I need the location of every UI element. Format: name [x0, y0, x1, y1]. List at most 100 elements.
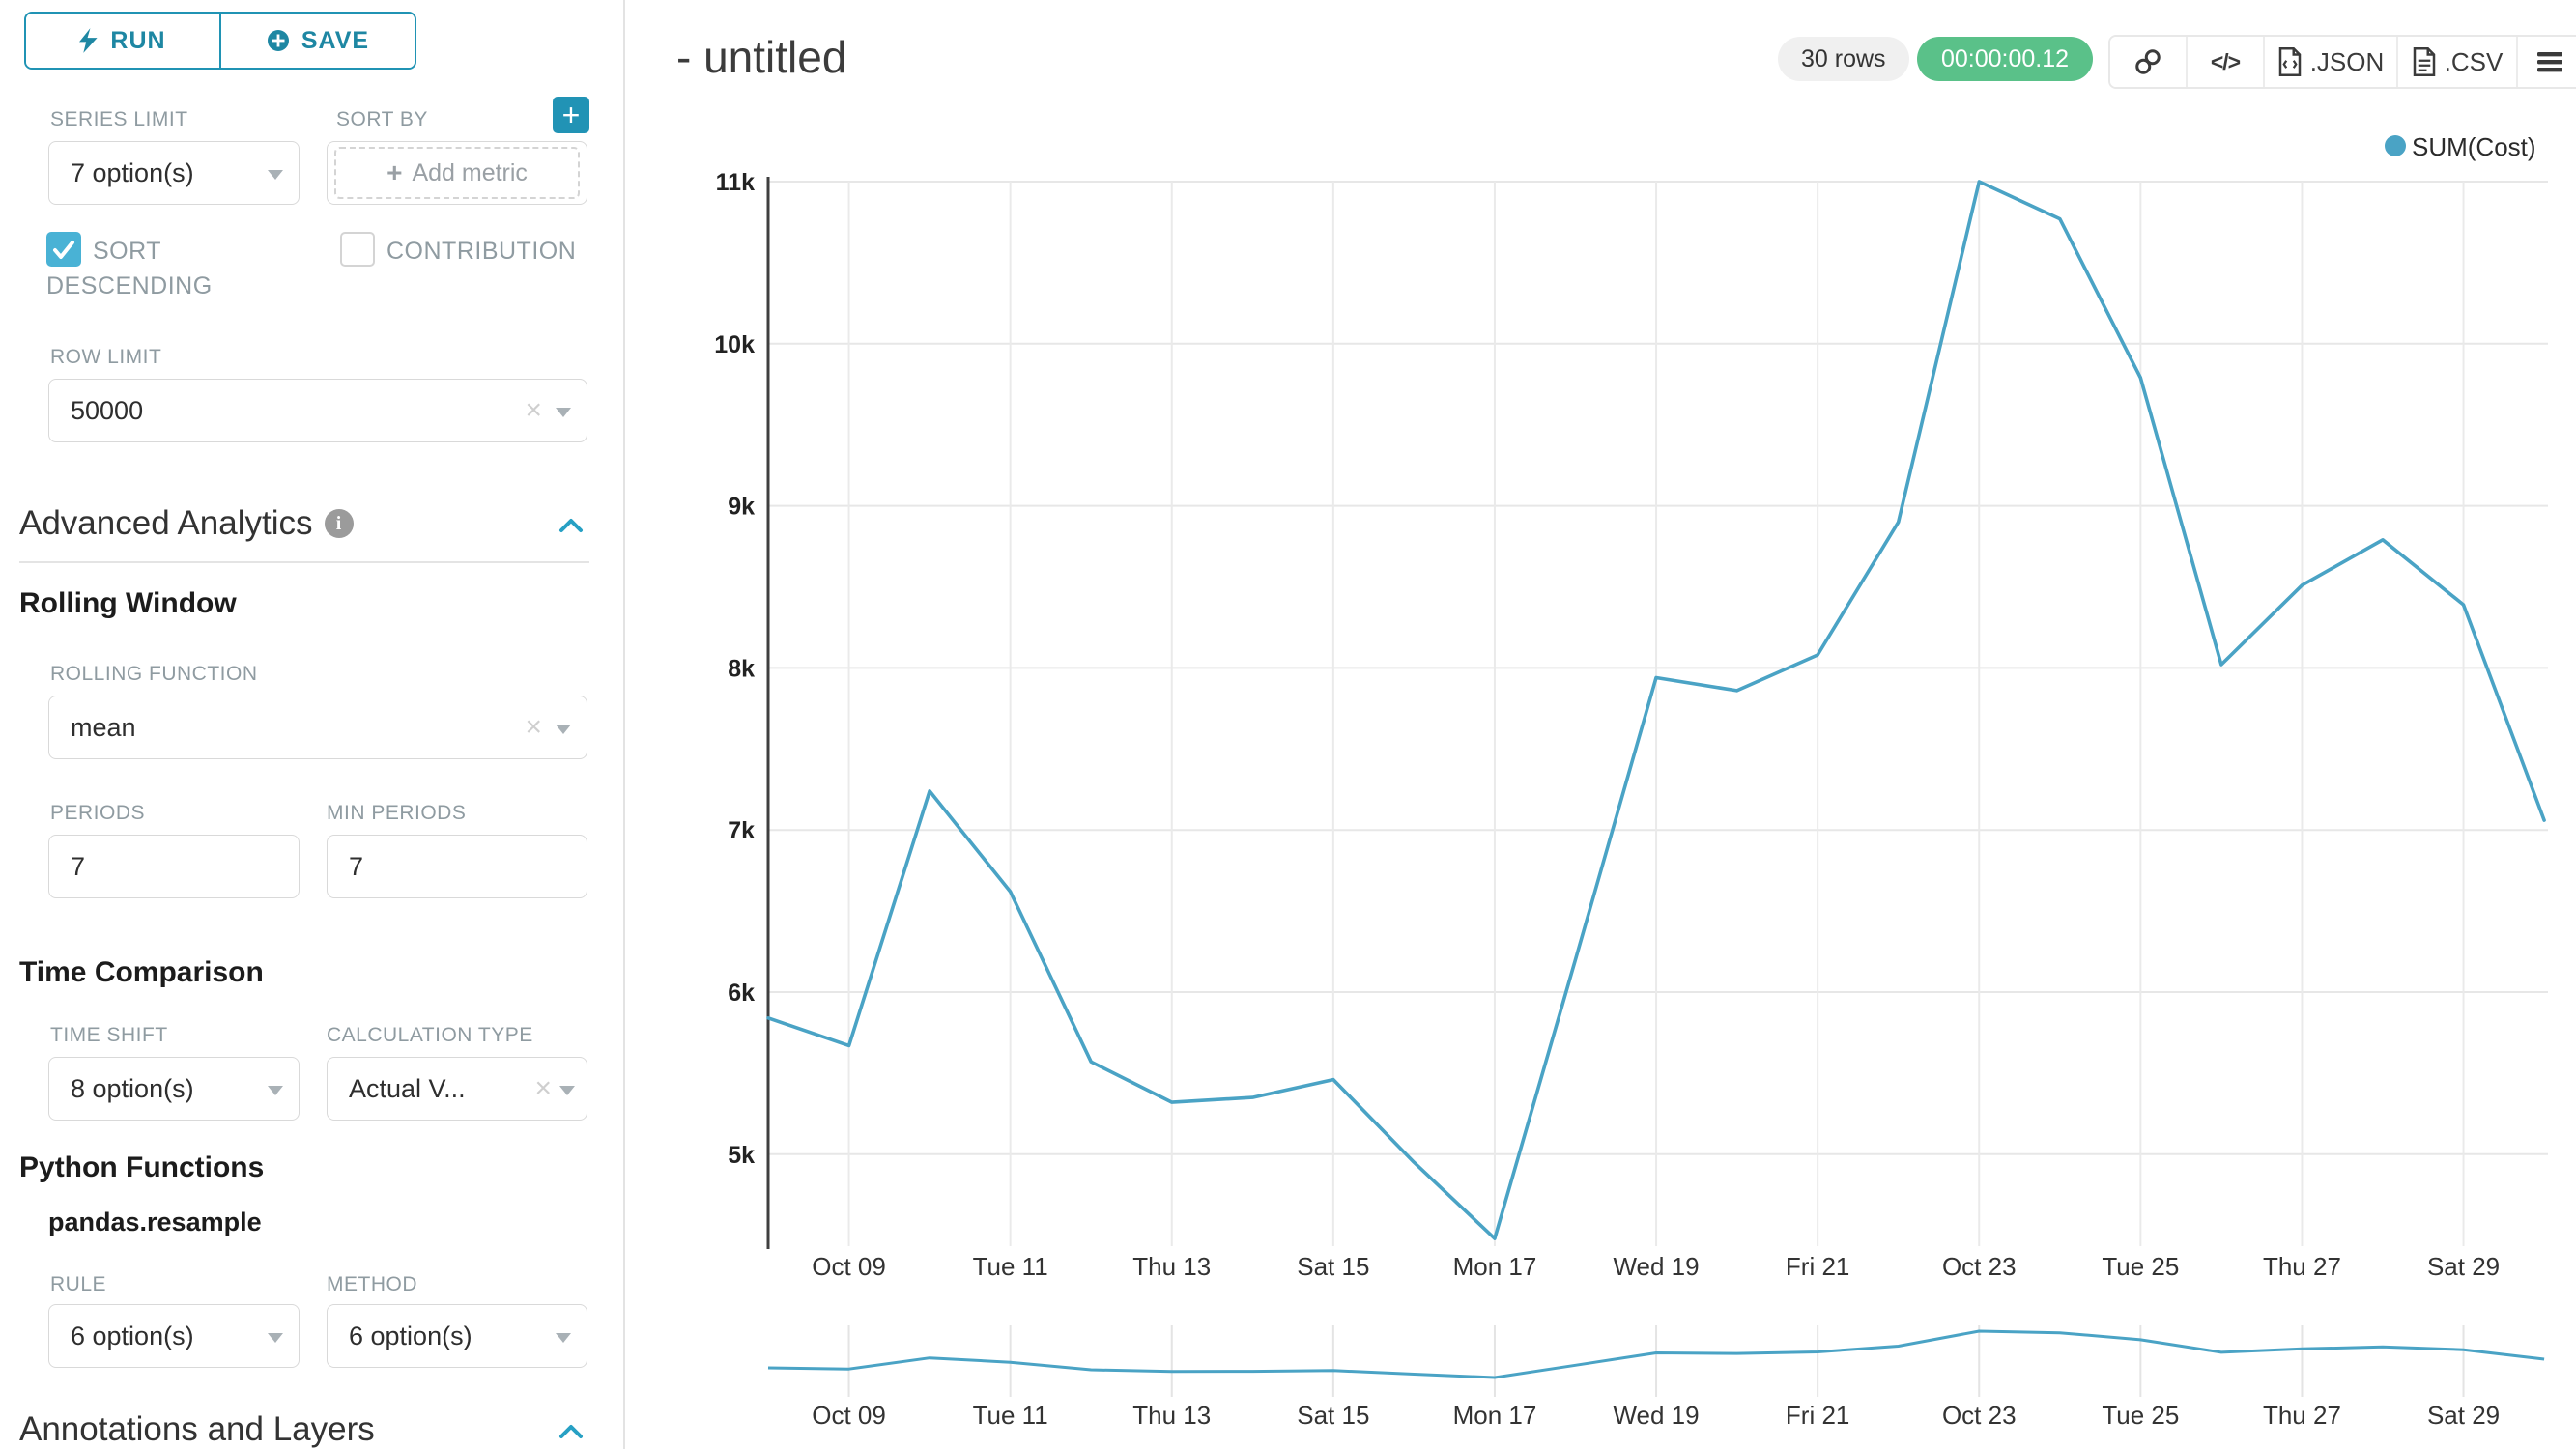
row-limit-select[interactable]: 50000 ×: [48, 379, 587, 442]
mini-x-tick-label: Fri 21: [1786, 1401, 1849, 1430]
info-icon: i: [324, 509, 354, 538]
periods-label: PERIODS: [50, 802, 146, 824]
mini-x-tick-label: Oct 23: [1942, 1401, 2017, 1430]
x-axis-tick-label: Mon 17: [1453, 1252, 1537, 1281]
caret-down-icon: [556, 724, 571, 734]
x-axis-tick-label: Wed 19: [1613, 1252, 1699, 1281]
rolling-function-select[interactable]: mean ×: [48, 696, 587, 759]
mini-x-tick-label: Tue 25: [2102, 1401, 2179, 1430]
save-button-label: SAVE: [301, 26, 370, 54]
add-metric-button[interactable]: + Add metric: [334, 147, 580, 199]
export-json-label: .JSON: [2309, 46, 2385, 76]
control-panel: RUN SAVE SERIES LIMIT SORT BY + 7 option…: [0, 0, 623, 1449]
annotations-title: Annotations and Layers: [19, 1410, 375, 1448]
rolling-function-value: mean: [71, 712, 136, 742]
save-button[interactable]: SAVE: [219, 14, 415, 68]
caret-down-icon: [268, 170, 283, 180]
calculation-type-label: CALCULATION TYPE: [327, 1024, 533, 1046]
rule-value: 6 option(s): [71, 1321, 194, 1350]
y-axis-tick-label: 5k: [728, 1142, 755, 1169]
time-comparison-title: Time Comparison: [19, 956, 264, 988]
periods-input[interactable]: 7: [48, 835, 300, 898]
advanced-analytics-header[interactable]: Advanced Analytics i: [19, 504, 354, 543]
mini-x-tick-label: Sat 29: [2427, 1401, 2500, 1430]
x-axis-tick-label: Thu 13: [1132, 1252, 1211, 1281]
run-button[interactable]: RUN: [26, 14, 219, 68]
y-axis-tick-label: 7k: [728, 817, 755, 844]
sort-descending-checkbox[interactable]: SORT DESCENDING: [46, 232, 290, 303]
clear-icon[interactable]: ×: [525, 711, 542, 743]
pandas-resample-label: pandas.resample: [48, 1208, 262, 1236]
plus-icon: +: [386, 157, 403, 187]
plus-circle-icon: [267, 30, 289, 51]
add-sort-metric-button[interactable]: +: [553, 97, 589, 133]
caret-down-icon: [268, 1086, 283, 1095]
run-save-button-group: RUN SAVE: [24, 12, 416, 70]
caret-down-icon: [556, 408, 571, 417]
run-button-label: RUN: [110, 26, 166, 54]
clear-icon[interactable]: ×: [525, 394, 542, 426]
min-periods-label: MIN PERIODS: [327, 802, 467, 824]
add-metric-label: Add metric: [412, 158, 528, 186]
legend-dot-icon[interactable]: [2385, 135, 2406, 156]
row-count-badge: 30 rows: [1778, 37, 1909, 81]
json-file-icon: [2278, 47, 2301, 76]
y-axis-tick-label: 10k: [714, 331, 755, 358]
caret-down-icon: [559, 1086, 575, 1095]
x-axis-tick-label: Sat 15: [1297, 1252, 1369, 1281]
chart-menu-button[interactable]: [2516, 37, 2576, 87]
clear-icon[interactable]: ×: [534, 1072, 552, 1104]
checkbox-unchecked-icon: [340, 232, 375, 267]
export-toolbar: </> .JSON .CSV: [2108, 35, 2576, 89]
contribution-checkbox[interactable]: CONTRIBUTION: [340, 232, 587, 269]
export-csv-button[interactable]: .CSV: [2396, 37, 2516, 87]
copy-link-button[interactable]: [2110, 37, 2186, 87]
mini-x-tick-label: Tue 11: [973, 1401, 1048, 1430]
sort-by-field: + Add metric: [327, 141, 587, 205]
export-csv-label: .CSV: [2444, 46, 2504, 76]
series-line: [766, 180, 2546, 1240]
mini-x-tick-label: Wed 19: [1613, 1401, 1699, 1430]
hamburger-icon: [2537, 52, 2562, 72]
export-json-button[interactable]: .JSON: [2263, 37, 2396, 87]
caret-down-icon: [556, 1333, 571, 1343]
calculation-type-value: Actual V...: [349, 1073, 466, 1103]
time-shift-value: 8 option(s): [71, 1073, 194, 1103]
contribution-label: CONTRIBUTION: [386, 238, 577, 265]
lightning-icon: [79, 28, 98, 53]
x-axis-tick-label: Sat 29: [2427, 1252, 2500, 1281]
series-limit-select[interactable]: 7 option(s): [48, 141, 300, 205]
chevron-up-icon[interactable]: [558, 1424, 584, 1439]
panel-divider[interactable]: [623, 0, 625, 1449]
x-axis-tick-label: Oct 09: [812, 1252, 886, 1281]
mini-range-line[interactable]: [767, 1329, 2545, 1379]
time-shift-select[interactable]: 8 option(s): [48, 1057, 300, 1121]
x-axis-tick-label: Tue 25: [2102, 1252, 2179, 1281]
rule-label: RULE: [50, 1273, 107, 1295]
csv-file-icon: [2413, 47, 2435, 76]
method-value: 6 option(s): [349, 1321, 472, 1350]
main-chart[interactable]: 11k 10k 9k 8k 7k 6k 5k Oct 09 Tue 11 Thu 13 Sat 15…: [623, 0, 2576, 1449]
series-limit-label: SERIES LIMIT: [50, 108, 188, 130]
legend-label[interactable]: SUM(Cost): [2412, 132, 2536, 161]
checkbox-checked-icon: [46, 232, 81, 267]
chevron-up-icon[interactable]: [558, 518, 584, 533]
method-select[interactable]: 6 option(s): [327, 1304, 587, 1368]
caret-down-icon: [268, 1333, 283, 1343]
section-divider: [19, 561, 589, 563]
rule-select[interactable]: 6 option(s): [48, 1304, 300, 1368]
mini-x-tick-label: Oct 09: [812, 1401, 886, 1430]
y-axis-tick-label: 6k: [728, 980, 755, 1007]
x-axis-tick-label: Oct 23: [1942, 1252, 2017, 1281]
link-icon: [2135, 49, 2161, 74]
code-icon: </>: [2210, 48, 2241, 74]
periods-value: 7: [71, 851, 86, 881]
series-limit-value: 7 option(s): [71, 157, 194, 187]
min-periods-input[interactable]: 7: [327, 835, 587, 898]
annotations-header[interactable]: Annotations and Layers: [19, 1410, 375, 1449]
rolling-window-title: Rolling Window: [19, 587, 237, 619]
calculation-type-select[interactable]: Actual V... ×: [327, 1057, 587, 1121]
chart-title[interactable]: - untitled: [676, 32, 847, 82]
rolling-function-label: ROLLING FUNCTION: [50, 663, 258, 685]
view-query-button[interactable]: </>: [2186, 37, 2263, 87]
